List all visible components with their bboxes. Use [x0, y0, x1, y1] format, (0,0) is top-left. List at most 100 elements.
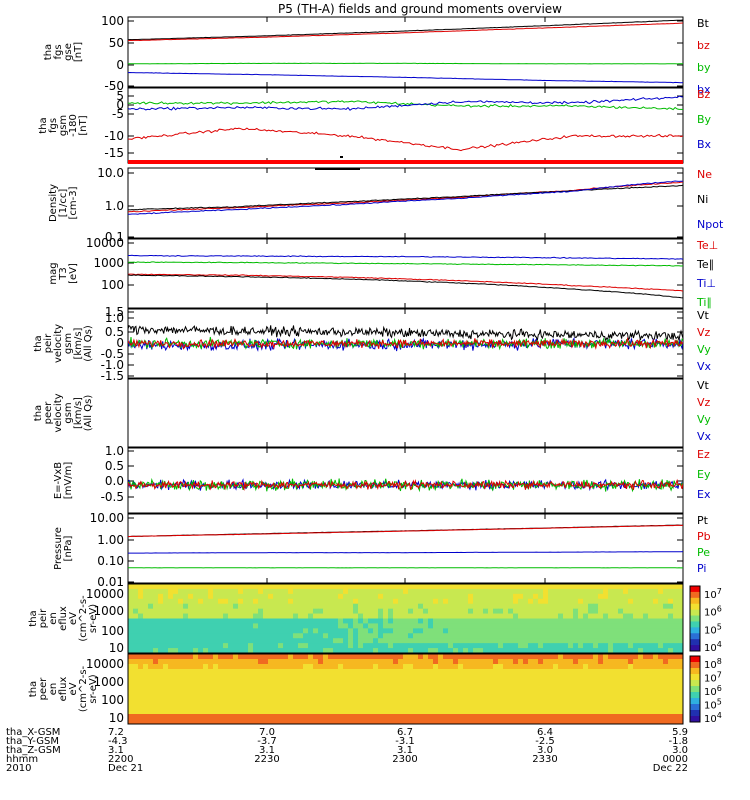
heatmap-cell: [533, 598, 539, 605]
heatmap-cell: [263, 664, 269, 670]
heatmap-cell: [243, 709, 249, 715]
heatmap-cell: [288, 689, 294, 695]
heatmap-cell: [533, 684, 539, 690]
heatmap-cell: [173, 709, 179, 715]
heatmap-cell: [578, 584, 584, 590]
heatmap-cell: [533, 593, 539, 600]
heatmap-cell: [618, 654, 624, 660]
heatmap-cell: [678, 699, 684, 705]
heatmap-cell: [283, 664, 289, 670]
heatmap-cell: [128, 638, 134, 644]
heatmap-cell: [333, 623, 339, 629]
y-tick-label: -1.5: [101, 369, 124, 383]
heatmap-cell: [613, 603, 619, 610]
heatmap-cell: [603, 719, 609, 725]
heatmap-cell: [238, 709, 244, 715]
heatmap-cell: [228, 588, 234, 595]
heatmap-cell: [523, 633, 529, 639]
heatmap-cell: [328, 593, 334, 600]
heatmap-cell: [498, 588, 504, 595]
heatmap-cell: [633, 608, 639, 615]
heatmap-cell: [588, 669, 594, 675]
heatmap-cell: [133, 679, 139, 685]
heatmap-cell: [543, 584, 549, 590]
heatmap-cell: [253, 654, 259, 660]
heatmap-cell: [488, 709, 494, 715]
heatmap-cell: [168, 714, 174, 720]
heatmap-cell: [528, 628, 534, 634]
heatmap-cell: [418, 669, 424, 675]
heatmap-cell: [458, 654, 464, 660]
heatmap-cell: [348, 584, 354, 590]
heatmap-cell: [523, 709, 529, 715]
heatmap-cell: [358, 704, 364, 710]
heatmap-cell: [528, 694, 534, 700]
heatmap-cell: [228, 714, 234, 720]
heatmap-cell: [268, 603, 274, 610]
heatmap-cell: [493, 603, 499, 610]
heatmap-cell: [438, 598, 444, 605]
heatmap-cell: [428, 613, 434, 619]
heatmap-cell: [443, 719, 449, 725]
heatmap-cell: [283, 659, 289, 665]
heatmap-cell: [323, 588, 329, 595]
heatmap-cell: [368, 664, 374, 670]
heatmap-cell: [588, 699, 594, 705]
heatmap-cell: [633, 674, 639, 680]
heatmap-cell: [413, 648, 419, 654]
heatmap-cell: [323, 709, 329, 715]
y-tick-label: -0.5: [101, 347, 124, 361]
heatmap-cell: [678, 628, 684, 634]
heatmap-cell: [398, 643, 404, 649]
heatmap-cell: [498, 659, 504, 665]
colorbar-tick-exponent: 6: [717, 605, 722, 614]
heatmap-cell: [628, 659, 634, 665]
heatmap-cell: [138, 608, 144, 615]
heatmap-cell: [638, 623, 644, 629]
colorbar-segment: [690, 680, 700, 687]
heatmap-cell: [383, 684, 389, 690]
heatmap-cell: [443, 633, 449, 639]
heatmap-cell: [623, 714, 629, 720]
heatmap-cell: [358, 714, 364, 720]
heatmap-cell: [278, 669, 284, 675]
heatmap-cell: [173, 669, 179, 675]
heatmap-cell: [538, 643, 544, 649]
heatmap-cell: [478, 623, 484, 629]
heatmap-cell: [608, 643, 614, 649]
heatmap-cell: [528, 674, 534, 680]
heatmap-cell: [323, 654, 329, 660]
panel-frame: [127, 513, 684, 584]
heatmap-cell: [538, 659, 544, 665]
heatmap-cell: [208, 679, 214, 685]
heatmap-cell: [333, 608, 339, 615]
heatmap-cell: [278, 704, 284, 710]
legend-Te∥: Te∥: [696, 258, 714, 271]
heatmap-cell: [133, 689, 139, 695]
heatmap-cell: [383, 689, 389, 695]
heatmap-cell: [478, 679, 484, 685]
heatmap-cell: [433, 598, 439, 605]
y-axis-label: eflux: [58, 677, 69, 702]
heatmap-cell: [338, 679, 344, 685]
heatmap-cell: [428, 598, 434, 605]
heatmap-cell: [393, 699, 399, 705]
heatmap-cell: [478, 628, 484, 634]
heatmap-cell: [263, 598, 269, 605]
heatmap-cell: [188, 719, 194, 725]
heatmap-cell: [163, 654, 169, 660]
heatmap-cell: [568, 618, 574, 624]
heatmap-cell: [628, 704, 634, 710]
heatmap-cell: [473, 618, 479, 624]
heatmap-cell: [313, 633, 319, 639]
heatmap-cell: [368, 654, 374, 660]
heatmap-cell: [263, 669, 269, 675]
y-axis-label: en: [48, 683, 59, 696]
heatmap-cell: [568, 689, 574, 695]
heatmap-cell: [443, 654, 449, 660]
heatmap-cell: [248, 643, 254, 649]
heatmap-cell: [373, 654, 379, 660]
heatmap-cell: [503, 638, 509, 644]
heatmap-cell: [138, 719, 144, 725]
